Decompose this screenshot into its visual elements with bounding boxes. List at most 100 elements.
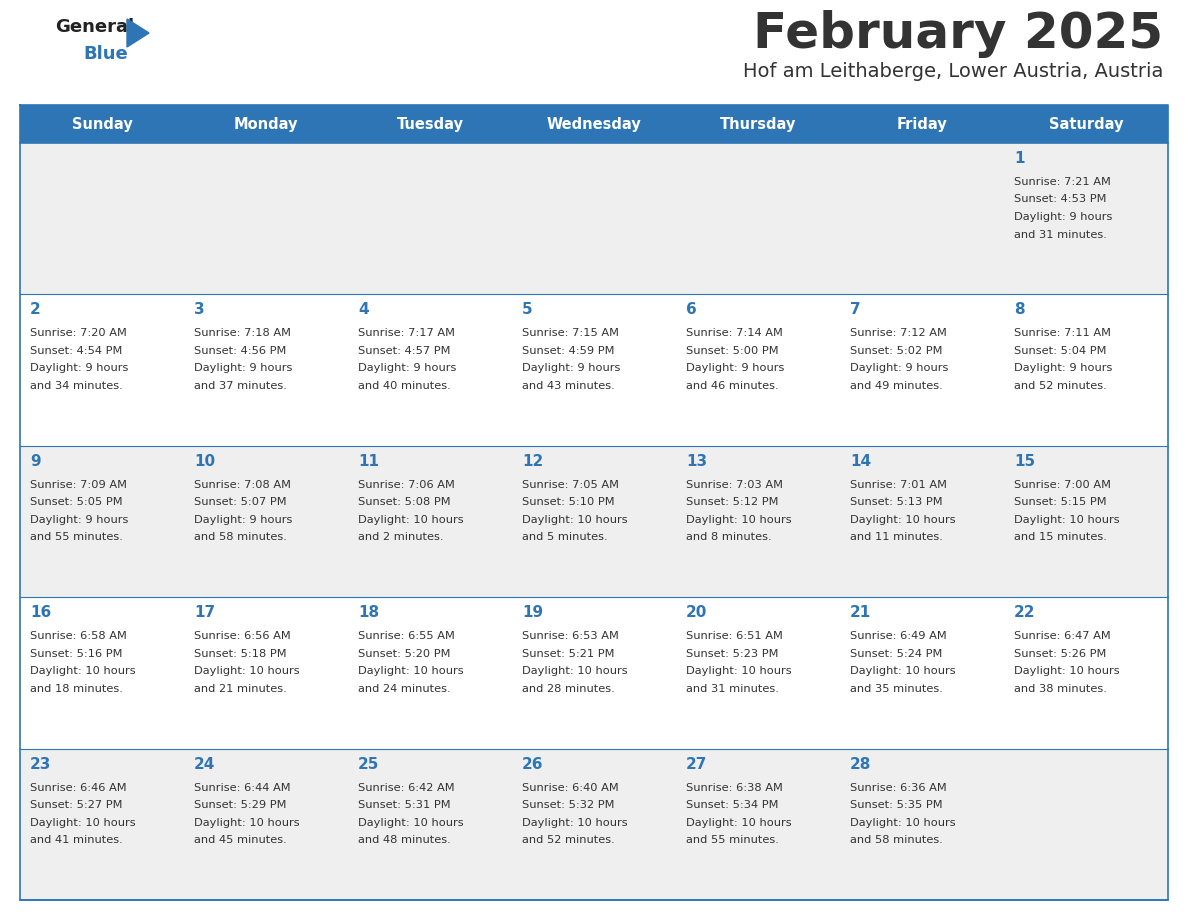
Text: Daylight: 10 hours: Daylight: 10 hours bbox=[522, 666, 627, 677]
Text: and 11 minutes.: and 11 minutes. bbox=[849, 532, 943, 543]
Text: Sunrise: 7:08 AM: Sunrise: 7:08 AM bbox=[194, 480, 291, 490]
Text: and 58 minutes.: and 58 minutes. bbox=[849, 835, 943, 845]
Text: Sunrise: 7:18 AM: Sunrise: 7:18 AM bbox=[194, 329, 291, 339]
Text: Hof am Leithaberge, Lower Austria, Austria: Hof am Leithaberge, Lower Austria, Austr… bbox=[742, 62, 1163, 81]
Text: Sunset: 5:16 PM: Sunset: 5:16 PM bbox=[30, 649, 122, 659]
Text: Sunrise: 7:12 AM: Sunrise: 7:12 AM bbox=[849, 329, 947, 339]
Text: Friday: Friday bbox=[897, 117, 947, 131]
Text: Sunrise: 6:46 AM: Sunrise: 6:46 AM bbox=[30, 783, 127, 792]
Text: Sunset: 5:07 PM: Sunset: 5:07 PM bbox=[194, 498, 286, 508]
Text: Sunrise: 7:20 AM: Sunrise: 7:20 AM bbox=[30, 329, 127, 339]
Text: Daylight: 10 hours: Daylight: 10 hours bbox=[30, 666, 135, 677]
Text: Daylight: 10 hours: Daylight: 10 hours bbox=[358, 515, 463, 525]
Text: Daylight: 10 hours: Daylight: 10 hours bbox=[522, 515, 627, 525]
Bar bbox=[20, 446, 184, 598]
Text: Sunrise: 7:06 AM: Sunrise: 7:06 AM bbox=[358, 480, 455, 490]
Text: Sunset: 5:15 PM: Sunset: 5:15 PM bbox=[1015, 498, 1107, 508]
Text: Sunrise: 7:14 AM: Sunrise: 7:14 AM bbox=[685, 329, 783, 339]
Text: Daylight: 9 hours: Daylight: 9 hours bbox=[685, 364, 784, 374]
Text: 13: 13 bbox=[685, 453, 707, 469]
Text: Tuesday: Tuesday bbox=[397, 117, 463, 131]
Bar bbox=[676, 143, 840, 295]
Text: 23: 23 bbox=[30, 756, 51, 772]
Bar bbox=[676, 748, 840, 900]
Text: 19: 19 bbox=[522, 605, 543, 621]
Text: Sunset: 5:31 PM: Sunset: 5:31 PM bbox=[358, 800, 450, 810]
Bar bbox=[840, 143, 1004, 295]
Bar bbox=[1004, 446, 1168, 598]
Text: and 41 minutes.: and 41 minutes. bbox=[30, 835, 122, 845]
Text: Sunset: 5:32 PM: Sunset: 5:32 PM bbox=[522, 800, 614, 810]
Bar bbox=[512, 143, 676, 295]
Bar bbox=[676, 598, 840, 748]
Text: 5: 5 bbox=[522, 302, 532, 318]
Text: and 31 minutes.: and 31 minutes. bbox=[1015, 230, 1107, 240]
Text: 21: 21 bbox=[849, 605, 871, 621]
Text: 1: 1 bbox=[1015, 151, 1024, 166]
Text: and 55 minutes.: and 55 minutes. bbox=[685, 835, 779, 845]
Text: Daylight: 9 hours: Daylight: 9 hours bbox=[1015, 212, 1112, 222]
Text: Sunrise: 6:44 AM: Sunrise: 6:44 AM bbox=[194, 783, 291, 792]
Text: and 28 minutes.: and 28 minutes. bbox=[522, 684, 614, 694]
Bar bbox=[1004, 748, 1168, 900]
Bar bbox=[348, 446, 512, 598]
Text: Sunset: 5:02 PM: Sunset: 5:02 PM bbox=[849, 346, 942, 356]
Text: Sunrise: 6:56 AM: Sunrise: 6:56 AM bbox=[194, 632, 291, 641]
Bar bbox=[184, 143, 348, 295]
Text: Monday: Monday bbox=[234, 117, 298, 131]
Text: and 8 minutes.: and 8 minutes. bbox=[685, 532, 772, 543]
Text: Sunrise: 6:53 AM: Sunrise: 6:53 AM bbox=[522, 632, 619, 641]
Bar bbox=[20, 748, 184, 900]
Bar bbox=[840, 105, 1004, 143]
Bar bbox=[348, 748, 512, 900]
Text: Sunrise: 6:36 AM: Sunrise: 6:36 AM bbox=[849, 783, 947, 792]
Text: Sunset: 5:35 PM: Sunset: 5:35 PM bbox=[849, 800, 942, 810]
Text: Sunset: 5:05 PM: Sunset: 5:05 PM bbox=[30, 498, 122, 508]
Text: Sunrise: 7:01 AM: Sunrise: 7:01 AM bbox=[849, 480, 947, 490]
Bar bbox=[184, 105, 348, 143]
Text: Daylight: 9 hours: Daylight: 9 hours bbox=[849, 364, 948, 374]
Text: Daylight: 10 hours: Daylight: 10 hours bbox=[849, 818, 955, 828]
Text: Sunday: Sunday bbox=[71, 117, 132, 131]
Text: 3: 3 bbox=[194, 302, 204, 318]
Text: and 55 minutes.: and 55 minutes. bbox=[30, 532, 122, 543]
Text: Sunset: 4:54 PM: Sunset: 4:54 PM bbox=[30, 346, 122, 356]
Text: 7: 7 bbox=[849, 302, 860, 318]
Text: and 24 minutes.: and 24 minutes. bbox=[358, 684, 450, 694]
Text: 2: 2 bbox=[30, 302, 40, 318]
Text: Sunset: 5:10 PM: Sunset: 5:10 PM bbox=[522, 498, 614, 508]
Text: Sunrise: 6:47 AM: Sunrise: 6:47 AM bbox=[1015, 632, 1111, 641]
Text: and 34 minutes.: and 34 minutes. bbox=[30, 381, 122, 391]
Bar bbox=[512, 446, 676, 598]
Bar bbox=[1004, 598, 1168, 748]
Text: 16: 16 bbox=[30, 605, 51, 621]
Text: and 48 minutes.: and 48 minutes. bbox=[358, 835, 450, 845]
Text: Sunrise: 7:09 AM: Sunrise: 7:09 AM bbox=[30, 480, 127, 490]
Text: Daylight: 10 hours: Daylight: 10 hours bbox=[358, 818, 463, 828]
Text: and 46 minutes.: and 46 minutes. bbox=[685, 381, 778, 391]
Text: Daylight: 10 hours: Daylight: 10 hours bbox=[522, 818, 627, 828]
Text: Daylight: 10 hours: Daylight: 10 hours bbox=[685, 515, 791, 525]
Bar bbox=[20, 105, 184, 143]
Text: Sunset: 5:21 PM: Sunset: 5:21 PM bbox=[522, 649, 614, 659]
Text: Sunrise: 6:38 AM: Sunrise: 6:38 AM bbox=[685, 783, 783, 792]
Text: and 58 minutes.: and 58 minutes. bbox=[194, 532, 286, 543]
Text: February 2025: February 2025 bbox=[753, 10, 1163, 58]
Text: Sunset: 5:24 PM: Sunset: 5:24 PM bbox=[849, 649, 942, 659]
Bar bbox=[1004, 143, 1168, 295]
Text: 11: 11 bbox=[358, 453, 379, 469]
Text: and 45 minutes.: and 45 minutes. bbox=[194, 835, 286, 845]
Text: Daylight: 10 hours: Daylight: 10 hours bbox=[194, 818, 299, 828]
Text: Sunrise: 7:17 AM: Sunrise: 7:17 AM bbox=[358, 329, 455, 339]
Text: Daylight: 9 hours: Daylight: 9 hours bbox=[1015, 364, 1112, 374]
Text: Sunset: 4:53 PM: Sunset: 4:53 PM bbox=[1015, 195, 1106, 205]
Text: Thursday: Thursday bbox=[720, 117, 796, 131]
Text: 20: 20 bbox=[685, 605, 707, 621]
Text: 9: 9 bbox=[30, 453, 40, 469]
Bar bbox=[20, 143, 184, 295]
Bar bbox=[348, 598, 512, 748]
Text: Daylight: 9 hours: Daylight: 9 hours bbox=[30, 364, 128, 374]
Text: Sunset: 5:27 PM: Sunset: 5:27 PM bbox=[30, 800, 122, 810]
Text: 27: 27 bbox=[685, 756, 707, 772]
Text: Daylight: 10 hours: Daylight: 10 hours bbox=[194, 666, 299, 677]
